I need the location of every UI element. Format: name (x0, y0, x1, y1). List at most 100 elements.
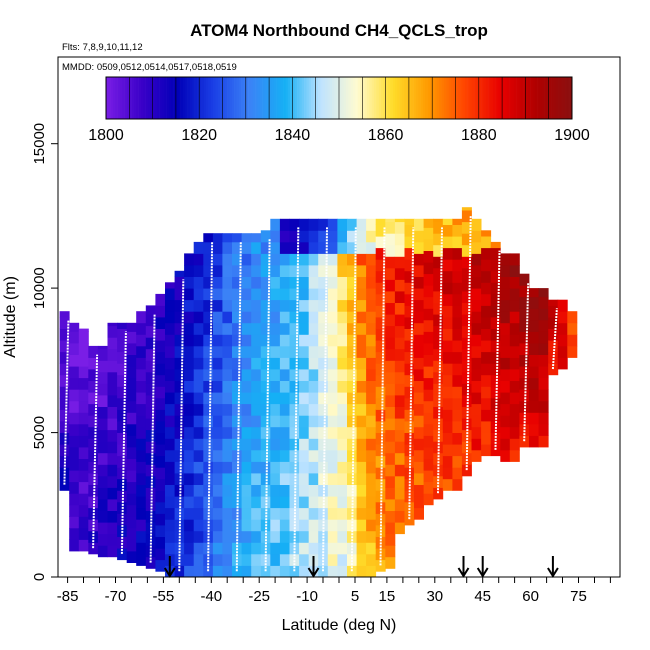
heatmap-cell (490, 374, 501, 387)
flight-profile-line (178, 279, 185, 572)
heatmap-cell (260, 322, 271, 335)
heatmap-cell (318, 484, 329, 497)
colorbar-segment (269, 77, 272, 119)
heatmap-cell (232, 311, 242, 324)
heatmap-cell (193, 438, 204, 451)
heatmap-cell (260, 461, 271, 474)
heatmap-cell (69, 447, 80, 459)
heatmap-cell (356, 299, 367, 312)
colorbar-segment (411, 77, 414, 119)
heatmap-cell (385, 452, 396, 465)
heatmap-cell (356, 265, 367, 277)
heatmap-cell (308, 345, 319, 358)
heatmap-cell (126, 389, 137, 402)
heatmap-cell (394, 314, 405, 327)
heatmap-cell (279, 426, 290, 439)
heatmap-cell (260, 265, 271, 277)
heatmap-cell (69, 493, 80, 506)
heatmap-cell (165, 311, 175, 324)
heatmap-cell (97, 452, 108, 465)
colorbar-segment (238, 77, 242, 119)
heatmap-cell (251, 496, 262, 509)
heatmap-cell (260, 415, 271, 428)
heatmap-cell (500, 357, 511, 370)
heatmap-cell (184, 496, 195, 509)
heatmap-cell (471, 218, 482, 231)
x-tick-label: 30 (426, 588, 443, 605)
colorbar-segment (143, 77, 146, 119)
heatmap-cell (117, 386, 128, 399)
heatmap-cell (461, 207, 472, 211)
heatmap-cell (452, 444, 463, 457)
heatmap-cell (433, 267, 444, 280)
heatmap-cell (529, 331, 539, 344)
heatmap-cell (423, 250, 434, 263)
heatmap-cell (165, 392, 175, 405)
heatmap-cell (184, 288, 195, 301)
heatmap-cell (318, 473, 329, 485)
heatmap-cell (165, 334, 175, 347)
heatmap-cell (327, 473, 338, 485)
heatmap-cell (529, 377, 539, 390)
heatmap-cell (308, 507, 319, 520)
heatmap-cell (433, 371, 444, 384)
heatmap-column (442, 218, 453, 491)
heatmap-cell (69, 435, 80, 448)
heatmap-cell (136, 519, 147, 532)
heatmap-cell (232, 565, 242, 578)
heatmap-cell (529, 412, 539, 425)
colorbar-segment (504, 77, 508, 119)
heatmap-cell (232, 276, 242, 289)
heatmap-cell (461, 291, 472, 303)
heatmap-cell (347, 449, 357, 462)
heatmap-cell (356, 542, 367, 555)
heatmap-cell (165, 322, 175, 335)
heatmap-cell (500, 449, 511, 462)
heatmap-cell (318, 299, 329, 312)
heatmap-cell (222, 565, 233, 578)
heatmap-cell (337, 241, 348, 254)
heatmap-cell (327, 276, 338, 289)
heatmap-cell (212, 392, 223, 405)
heatmap-cell (222, 369, 233, 381)
heatmap-cell (126, 447, 137, 459)
heatmap-cell (136, 322, 147, 335)
colorbar-segment (308, 77, 312, 119)
heatmap-cell (78, 412, 89, 425)
heatmap-column (193, 241, 204, 578)
heatmap-cell (174, 565, 185, 578)
heatmap-cell (251, 553, 262, 566)
colorbar-segment (469, 77, 473, 119)
heatmap-cell (279, 299, 290, 312)
heatmap-cell (538, 331, 549, 344)
heatmap-cell (423, 366, 434, 379)
heatmap-cell (107, 464, 118, 477)
colorbar-segment (492, 77, 496, 119)
heatmap-cell (337, 357, 348, 370)
heatmap-cell (481, 432, 492, 445)
heatmap-cell (366, 415, 377, 428)
colorbar-segment (443, 77, 447, 119)
heatmap-cell (126, 322, 137, 332)
heatmap-cell (308, 230, 319, 243)
heatmap-cell (366, 553, 377, 566)
heatmap-cell (222, 253, 233, 266)
flight-profile-line (465, 215, 472, 471)
heatmap-cell (136, 357, 147, 370)
heatmap-cell (347, 484, 357, 497)
heatmap-cell (203, 299, 214, 312)
heatmap-cell (251, 288, 262, 301)
heatmap-cell (289, 426, 300, 439)
heatmap-cell (222, 265, 233, 277)
heatmap-cell (232, 473, 242, 485)
heatmap-column (327, 218, 338, 578)
heatmap-cell (318, 322, 329, 335)
heatmap-cell (97, 395, 108, 407)
heatmap-cell (375, 548, 386, 561)
heatmap-cell (500, 299, 511, 312)
heatmap-cell (529, 389, 539, 402)
heatmap-cell (356, 345, 367, 358)
heatmap-cell (442, 444, 453, 457)
heatmap-cell (299, 230, 310, 243)
heatmap-cell (347, 438, 357, 451)
